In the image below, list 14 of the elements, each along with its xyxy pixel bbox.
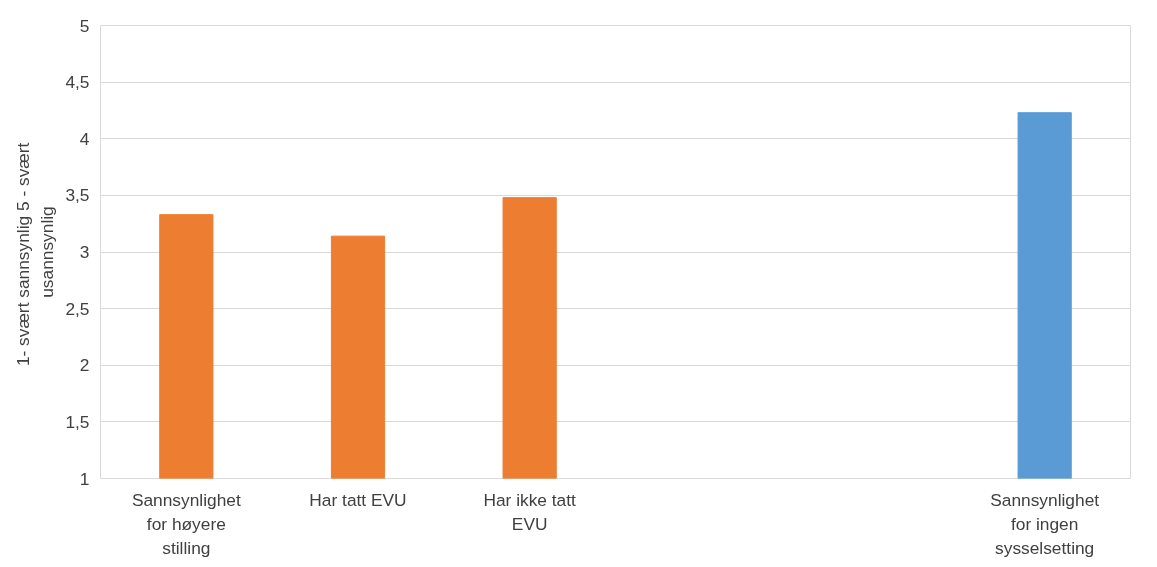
y-tick-label: 2,5 bbox=[65, 298, 90, 319]
x-tick-label: Sannsynlighet for ingen sysselsetting bbox=[990, 489, 1100, 558]
y-axis-title: 1- svært sannsynlig 5 - svært usannsynlig bbox=[13, 142, 58, 367]
x-tick-label: Har ikke tatt EVU bbox=[483, 489, 577, 534]
y-tick-label: 3 bbox=[79, 242, 90, 262]
y-tick-label: 1 bbox=[79, 468, 90, 489]
x-tick-label: Har tatt EVU bbox=[309, 489, 407, 510]
y-tick-label: 5 bbox=[79, 15, 90, 36]
y-tick-label: 3,5 bbox=[65, 185, 90, 206]
y-tick-label: 4 bbox=[79, 128, 90, 149]
y-tick-label: 1,5 bbox=[65, 411, 90, 432]
y-tick-label: 2 bbox=[79, 355, 90, 376]
y-tick-label: 4,5 bbox=[65, 72, 90, 93]
x-tick-label: Sannsynlighet for høyere stilling bbox=[131, 489, 241, 558]
